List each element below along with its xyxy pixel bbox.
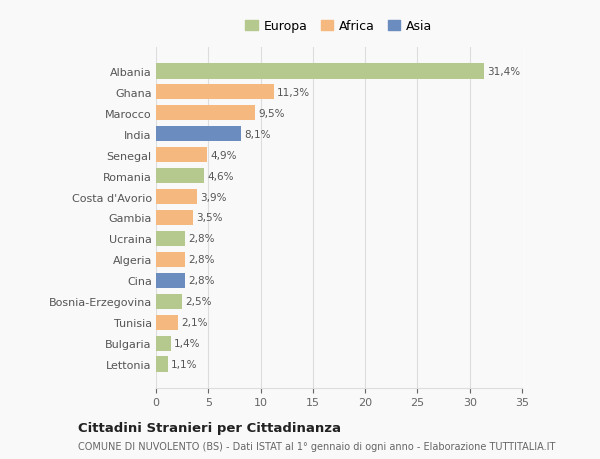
Text: 2,1%: 2,1% xyxy=(181,318,208,328)
Bar xyxy=(156,294,182,310)
Bar xyxy=(156,315,178,330)
Text: 31,4%: 31,4% xyxy=(487,67,521,77)
Bar xyxy=(156,336,170,352)
Text: 9,5%: 9,5% xyxy=(259,108,285,118)
Bar xyxy=(156,168,204,184)
Bar xyxy=(156,357,167,372)
Bar xyxy=(156,84,274,100)
Text: 4,9%: 4,9% xyxy=(211,150,237,160)
Text: Cittadini Stranieri per Cittadinanza: Cittadini Stranieri per Cittadinanza xyxy=(78,421,341,434)
Bar xyxy=(156,64,484,79)
Bar xyxy=(156,189,197,205)
Bar xyxy=(156,273,185,289)
Bar xyxy=(156,126,241,142)
Bar xyxy=(156,231,185,247)
Text: 11,3%: 11,3% xyxy=(277,87,310,97)
Text: 3,9%: 3,9% xyxy=(200,192,226,202)
Bar xyxy=(156,210,193,226)
Text: 2,5%: 2,5% xyxy=(185,297,212,307)
Text: 8,1%: 8,1% xyxy=(244,129,271,139)
Bar xyxy=(156,106,256,121)
Text: 3,5%: 3,5% xyxy=(196,213,222,223)
Text: 1,1%: 1,1% xyxy=(170,359,197,369)
Text: COMUNE DI NUVOLENTO (BS) - Dati ISTAT al 1° gennaio di ogni anno - Elaborazione : COMUNE DI NUVOLENTO (BS) - Dati ISTAT al… xyxy=(78,441,556,451)
Text: 2,8%: 2,8% xyxy=(188,255,215,265)
Bar xyxy=(156,252,185,268)
Text: 1,4%: 1,4% xyxy=(174,339,200,349)
Legend: Europa, Africa, Asia: Europa, Africa, Asia xyxy=(241,15,437,38)
Text: 2,8%: 2,8% xyxy=(188,234,215,244)
Text: 2,8%: 2,8% xyxy=(188,276,215,286)
Bar xyxy=(156,147,207,163)
Text: 4,6%: 4,6% xyxy=(207,171,234,181)
